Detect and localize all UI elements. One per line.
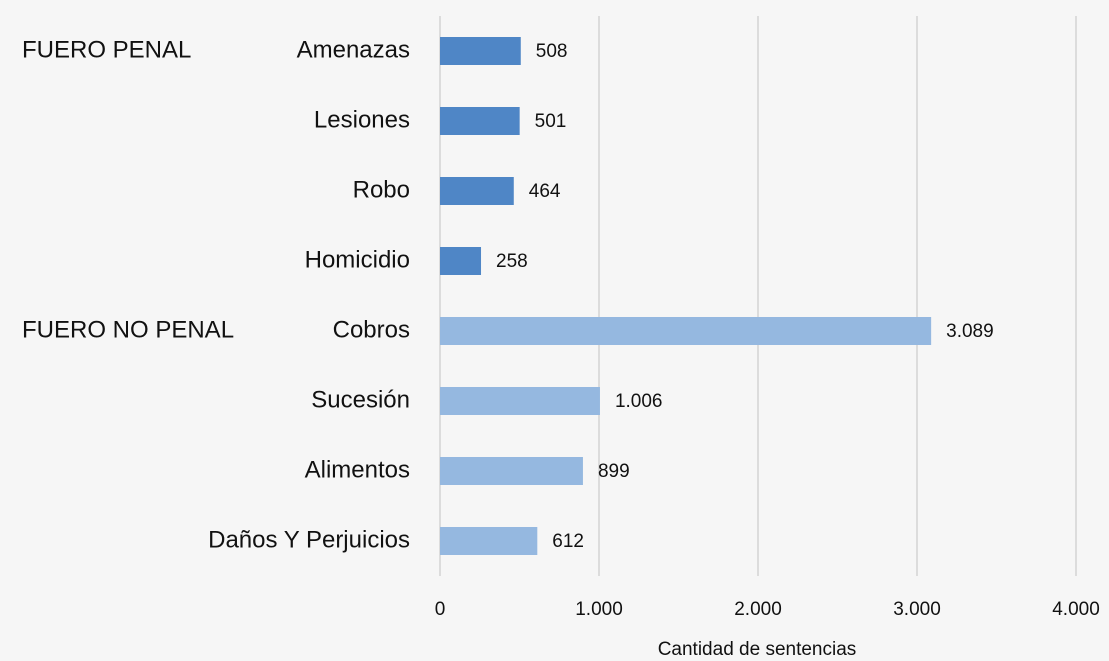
y-tick-label: Cobros <box>333 316 410 343</box>
value-label: 508 <box>536 41 568 62</box>
value-label: 612 <box>552 531 584 552</box>
value-label: 501 <box>535 111 567 132</box>
value-label: 1.006 <box>615 391 663 412</box>
y-tick-label: Sucesión <box>311 386 410 413</box>
bar <box>440 37 521 65</box>
x-tick-label: 3.000 <box>893 599 941 620</box>
y-tick-label: Robo <box>353 176 410 203</box>
x-tick-label: 0 <box>435 599 446 620</box>
y-tick-label: Homicidio <box>305 246 410 273</box>
value-label: 258 <box>496 251 528 272</box>
y-tick-label: Lesiones <box>314 106 410 133</box>
bar <box>440 247 482 275</box>
bar <box>440 457 583 485</box>
bar <box>440 107 520 135</box>
y-tick-label: Alimentos <box>305 456 410 483</box>
x-tick-label: 2.000 <box>734 599 782 620</box>
value-label: 3.089 <box>946 321 994 342</box>
value-label: 899 <box>598 461 630 482</box>
y-tick-label: Amenazas <box>297 36 410 63</box>
bar <box>440 527 538 555</box>
group-label: FUERO NO PENAL <box>22 316 234 343</box>
group-label: FUERO PENAL <box>22 36 191 63</box>
bar <box>440 387 600 415</box>
bar <box>440 177 514 205</box>
x-axis-label: Cantidad de sentencias <box>658 639 857 660</box>
y-tick-label: Daños Y Perjuicios <box>208 526 410 553</box>
x-tick-label: 1.000 <box>575 599 623 620</box>
value-label: 464 <box>529 181 561 202</box>
x-tick-label: 4.000 <box>1052 599 1100 620</box>
bar <box>440 317 932 345</box>
